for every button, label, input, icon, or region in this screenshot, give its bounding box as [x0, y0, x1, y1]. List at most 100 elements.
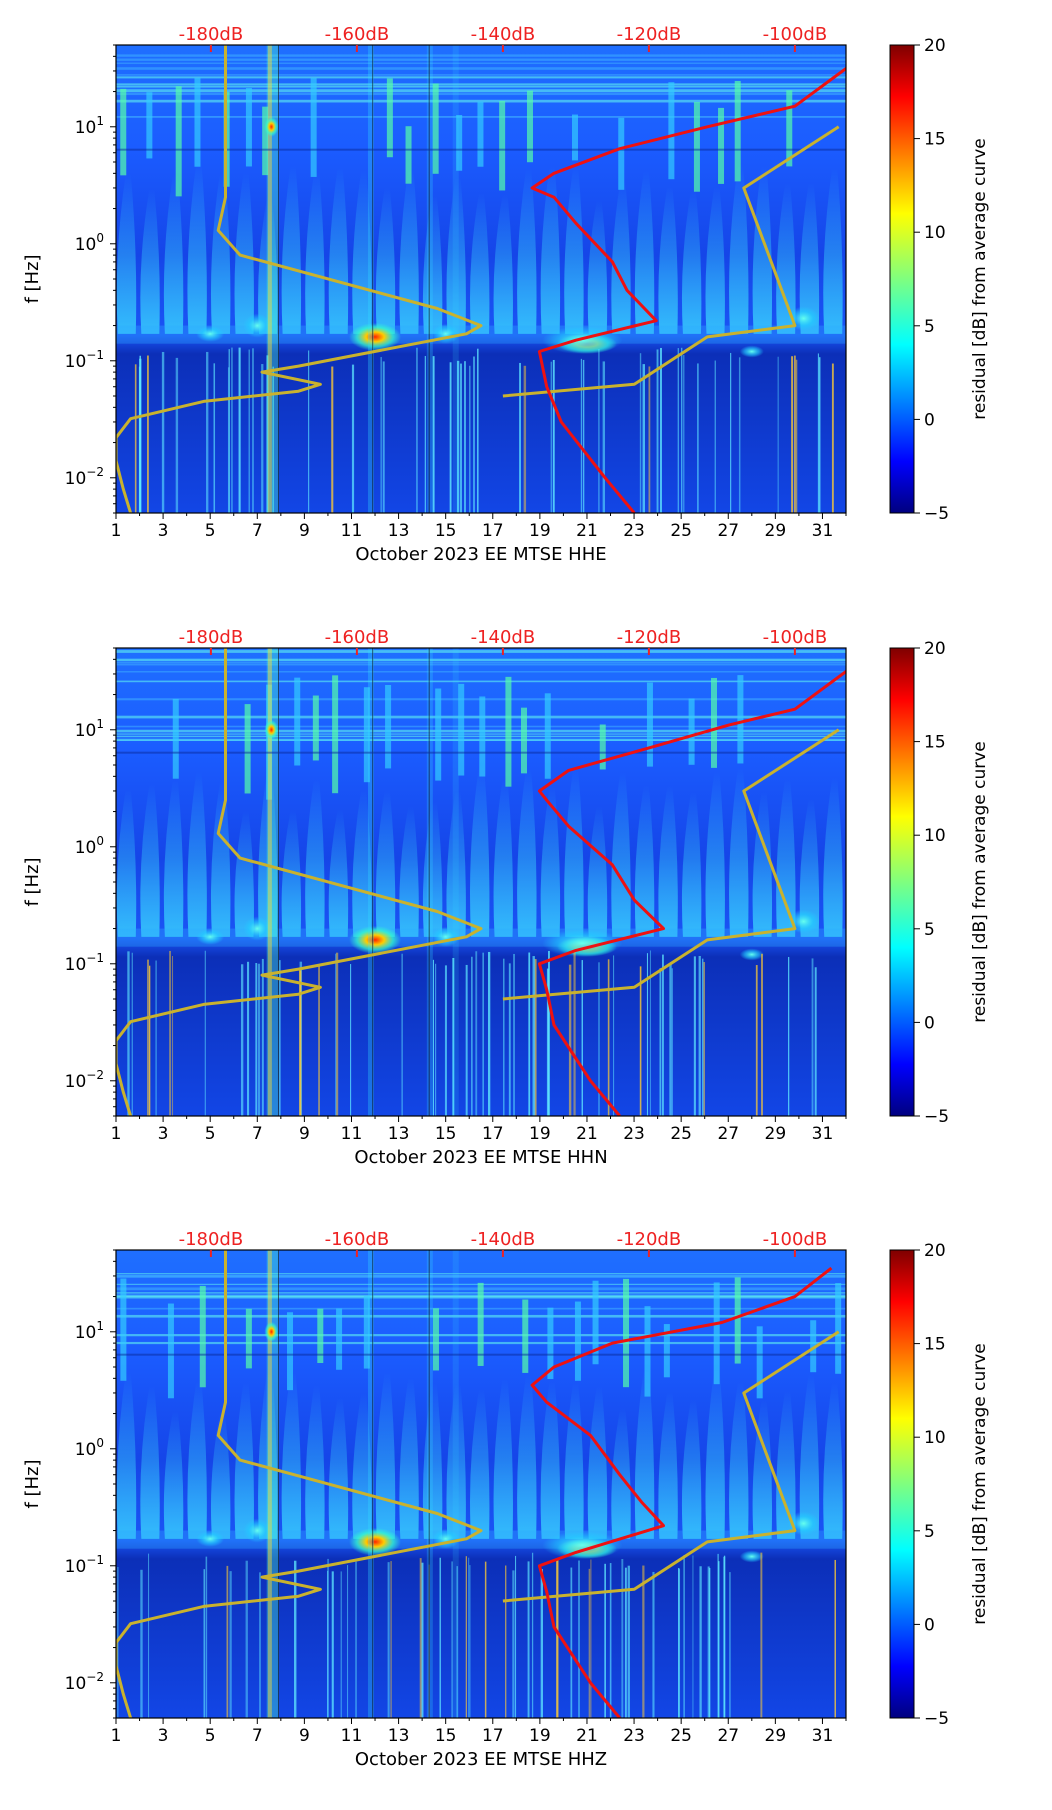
transient-spike [484, 1561, 487, 1718]
transient-spike [627, 1565, 630, 1718]
high-amplitude-column [266, 45, 279, 513]
hf-line [116, 74, 846, 76]
hf-line [116, 85, 846, 88]
high-amplitude-column [266, 1250, 279, 1718]
transient-spike [465, 1556, 467, 1718]
median-psd-curve [530, 1266, 833, 1718]
transient-spike [738, 357, 741, 513]
hf-burst [194, 78, 201, 167]
transient-spike [683, 1555, 685, 1718]
energy-hotspot [243, 1518, 272, 1543]
colorbar-tick-label: 10 [924, 826, 946, 846]
x-tick-label: 31 [812, 1124, 834, 1144]
transient-spike [760, 1552, 763, 1718]
hf-burst [167, 1303, 174, 1399]
hf-line [116, 664, 846, 666]
energy-hotspot [264, 116, 279, 137]
daily-noise-plume [634, 170, 655, 334]
transient-spike [787, 956, 790, 1116]
hf-line [116, 671, 846, 673]
transient-spike [416, 347, 418, 513]
transient-spike [578, 1560, 580, 1718]
daily-noise-plume [328, 167, 349, 334]
hf-burst [835, 1283, 842, 1374]
hf-burst [734, 80, 741, 182]
transient-spike [468, 1557, 470, 1718]
x-tick-label: 15 [435, 1124, 457, 1144]
data-gap-column [452, 45, 459, 513]
transient-spike [604, 1563, 606, 1718]
x-tick-label: 3 [158, 1726, 169, 1746]
transient-spike [449, 362, 452, 513]
transient-spike [528, 952, 531, 1116]
y-tick-label: 100 [75, 1436, 104, 1460]
x-tick-label: 7 [252, 521, 263, 541]
hf-burst [618, 117, 625, 190]
daily-noise-plume [611, 1408, 631, 1539]
transient-spike [148, 965, 151, 1116]
daily-noise-plume [422, 195, 443, 334]
energy-hotspot [264, 1321, 279, 1342]
transient-spike [456, 360, 460, 513]
x-tick-label: 3 [158, 1124, 169, 1144]
hf-burst [810, 1320, 817, 1373]
transient-spike [206, 351, 209, 513]
hf-burst [317, 1308, 324, 1364]
transient-spike [646, 953, 649, 1116]
transient-spike [261, 958, 264, 1116]
data-gap-column [426, 45, 433, 513]
colorbar [889, 647, 915, 1117]
daily-noise-plume [681, 190, 702, 334]
transient-spike [612, 955, 615, 1116]
daily-noise-plume [140, 784, 160, 937]
daily-noise-plume [611, 181, 631, 334]
data-gap-column [426, 648, 433, 1116]
hf-burst [458, 683, 465, 776]
x-tick-label: 1 [111, 521, 122, 541]
high-amplitude-column [267, 648, 272, 1116]
spectrogram-hhz [116, 1250, 846, 1718]
hf-line [116, 92, 846, 96]
spectrogram-hhe [116, 45, 846, 513]
transient-spike [138, 366, 141, 513]
transient-spike [607, 959, 610, 1116]
transient-spike [347, 1565, 349, 1718]
transient-spike [228, 349, 230, 513]
transient-spike [331, 1571, 334, 1718]
transient-spike [327, 1570, 329, 1718]
daily-noise-plume [399, 1378, 419, 1539]
x-tick-label: 3 [158, 521, 169, 541]
transient-spike [299, 970, 302, 1116]
hf-burst [386, 78, 393, 158]
transient-spike [817, 353, 819, 513]
transient-spike [390, 1561, 392, 1718]
hf-burst [734, 1277, 741, 1364]
hf-burst [385, 685, 392, 769]
db-tick-label: -180dB [179, 1229, 244, 1250]
hf-burst [499, 100, 506, 191]
daily-noise-plume [776, 778, 796, 937]
x-tick-label: 9 [299, 1726, 310, 1746]
daily-noise-plume [305, 1385, 325, 1539]
data-gap-column [367, 45, 374, 513]
energy-hotspot [739, 948, 764, 961]
x-tick-label: 19 [529, 1726, 551, 1746]
transient-spike [131, 952, 133, 1116]
daily-noise-plume [422, 1383, 443, 1539]
y-tick-label: 101 [75, 1319, 104, 1343]
x-tick-label: 27 [717, 1726, 739, 1746]
db-tick-label: -140dB [471, 1229, 536, 1250]
daily-noise-plume [163, 780, 184, 937]
x-tick-label: 23 [623, 1726, 645, 1746]
transient-spike [624, 1567, 627, 1718]
transient-spike [697, 363, 699, 513]
daily-noise-plume [681, 1399, 702, 1539]
x-tick-label: 7 [252, 1124, 263, 1144]
db-tick-label: -140dB [471, 24, 536, 45]
transient-spike [175, 357, 179, 513]
low-noise-model-curve [116, 1250, 483, 1718]
transient-spike [703, 962, 705, 1116]
transient-spike [477, 348, 479, 513]
daily-noise-plume [540, 1381, 561, 1539]
transient-spike [659, 968, 662, 1116]
